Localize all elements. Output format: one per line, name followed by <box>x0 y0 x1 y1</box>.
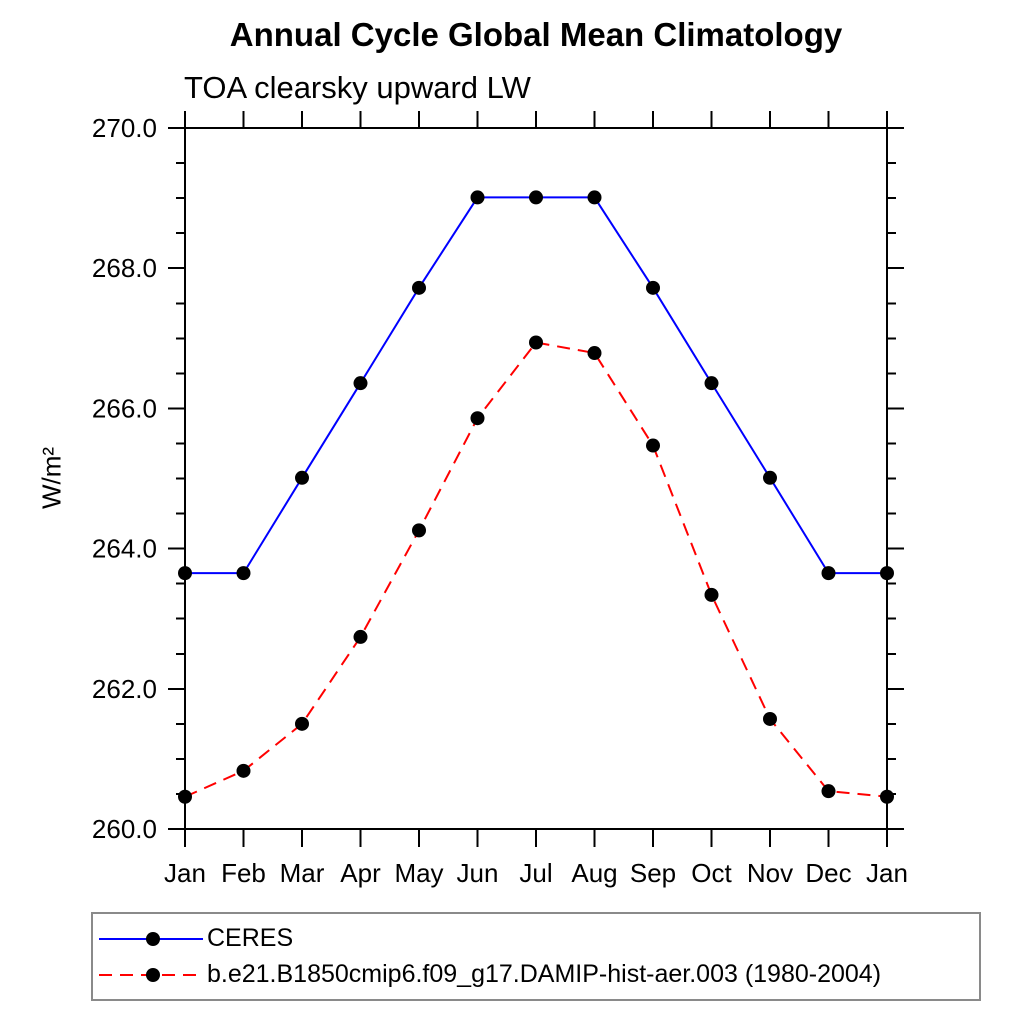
data-point-marker <box>412 523 426 538</box>
data-point-marker <box>880 789 894 804</box>
data-point-marker <box>236 763 251 778</box>
data-point-marker <box>587 346 602 361</box>
legend-line-sample-solid <box>99 931 203 946</box>
x-tick-label: Aug <box>571 858 617 888</box>
data-point-marker <box>646 280 660 295</box>
legend-line-sample-dashed <box>99 967 203 982</box>
data-point-marker <box>529 190 543 205</box>
legend-label: CERES <box>207 924 294 952</box>
y-tick-label: 262.0 <box>92 674 157 704</box>
x-tick-label: Jul <box>519 858 552 888</box>
data-point-marker <box>178 566 192 581</box>
legend-item-observation: CERES <box>98 924 979 953</box>
chart-subtitle: TOA clearsky upward LW <box>184 70 531 105</box>
x-tick-label: Apr <box>340 858 381 888</box>
data-point-marker <box>353 629 368 644</box>
data-point-marker <box>353 376 368 391</box>
data-point-marker <box>821 784 836 799</box>
legend-item-model: b.e21.B1850cmip6.f09_g17.DAMIP-hist-aer.… <box>98 960 979 989</box>
plot-frame <box>184 127 888 830</box>
x-tick-label: Sep <box>630 858 676 888</box>
x-tick-label: Jun <box>457 858 499 888</box>
legend: CERES b.e21.B1850cmip6.f09_g17.DAMIP-his… <box>91 912 981 1001</box>
series-observation <box>178 190 894 581</box>
x-tick-label: Mar <box>280 858 325 888</box>
data-point-marker <box>470 190 485 205</box>
series-line <box>184 341 888 798</box>
y-tick-label: 270.0 <box>92 113 157 143</box>
x-axis-ticks <box>184 111 888 847</box>
data-point-marker <box>880 566 894 581</box>
x-tick-label: Nov <box>747 858 793 888</box>
data-point-marker <box>704 376 719 391</box>
x-tick-label: Jan <box>164 858 206 888</box>
plot-border <box>184 127 888 830</box>
data-point-marker <box>412 280 426 295</box>
data-point-marker <box>763 711 777 726</box>
series-model <box>178 335 894 804</box>
x-tick-label: Dec <box>805 858 851 888</box>
y-tick-label: 264.0 <box>92 534 157 564</box>
data-point-marker <box>470 411 485 426</box>
series-line <box>185 196 887 575</box>
y-tick-label: 266.0 <box>92 393 157 423</box>
x-tick-label: Feb <box>221 858 266 888</box>
data-point-marker <box>236 566 251 581</box>
chart-title: Annual Cycle Global Mean Climatology <box>229 16 843 53</box>
data-point-marker <box>763 470 777 485</box>
y-axis-ticks <box>168 127 904 830</box>
x-tick-label: May <box>394 858 443 888</box>
x-tick-label: Oct <box>691 858 732 888</box>
x-tick-label: Jan <box>866 858 908 888</box>
data-point-marker <box>529 335 543 350</box>
legend-label: b.e21.B1850cmip6.f09_g17.DAMIP-hist-aer.… <box>207 960 882 988</box>
data-point-marker <box>587 190 602 205</box>
y-tick-label: 268.0 <box>92 253 157 283</box>
data-point-marker <box>646 438 660 453</box>
data-point-marker <box>295 716 309 731</box>
data-point-marker <box>295 470 309 485</box>
data-point-marker <box>704 587 719 602</box>
y-tick-label: 260.0 <box>92 814 157 844</box>
data-point-marker <box>178 789 192 804</box>
data-point-marker <box>821 566 836 581</box>
